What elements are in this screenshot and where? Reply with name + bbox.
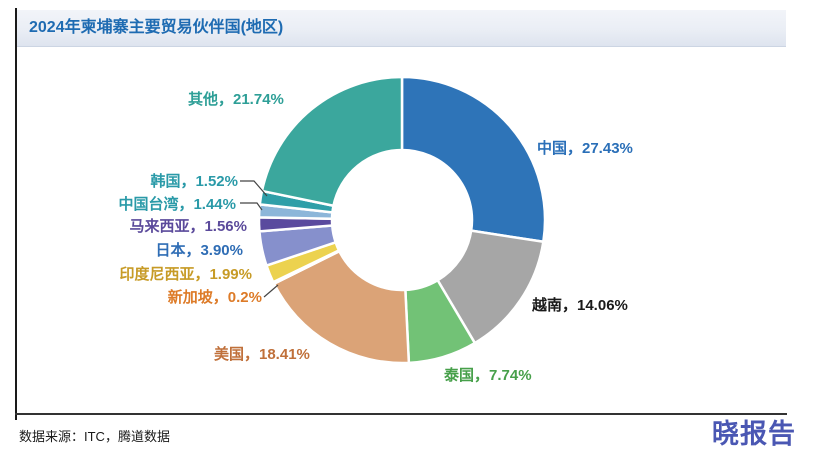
label-others: 其他，21.74% bbox=[188, 91, 284, 108]
brand-logo-text: 晓报告 bbox=[712, 419, 796, 449]
label-china: 中国，27.43% bbox=[537, 140, 633, 157]
label-japan: 日本，3.90% bbox=[155, 242, 243, 259]
bottom-border-line bbox=[15, 413, 787, 415]
label-taiwan: 中国台湾，1.44% bbox=[118, 196, 236, 213]
label-indonesia: 印度尼西亚，1.99% bbox=[119, 266, 252, 283]
leader-line-korea bbox=[240, 180, 268, 197]
title-bar: 2024年柬埔寨主要贸易伙伴国(地区) bbox=[17, 10, 786, 47]
chart-title: 2024年柬埔寨主要贸易伙伴国(地区) bbox=[29, 19, 284, 36]
pie-slice-others bbox=[260, 75, 404, 208]
label-korea: 韩国，1.52% bbox=[150, 173, 238, 190]
leader-line-singapore bbox=[263, 284, 279, 298]
leader-line-taiwan bbox=[240, 202, 263, 211]
left-border-line bbox=[15, 8, 17, 420]
donut-slices bbox=[257, 75, 547, 365]
label-singapore: 新加坡，0.2% bbox=[167, 289, 262, 306]
label-malaysia: 马来西亚，1.56% bbox=[129, 218, 247, 235]
label-usa: 美国，18.41% bbox=[214, 346, 310, 363]
label-vietnam: 越南，14.06% bbox=[532, 297, 628, 314]
data-source-note: 数据来源：ITC，腾道数据 bbox=[19, 429, 170, 444]
label-thailand: 泰国，7.74% bbox=[444, 367, 532, 384]
pie-slice-china bbox=[400, 75, 547, 244]
pie-slice-usa bbox=[272, 249, 411, 365]
